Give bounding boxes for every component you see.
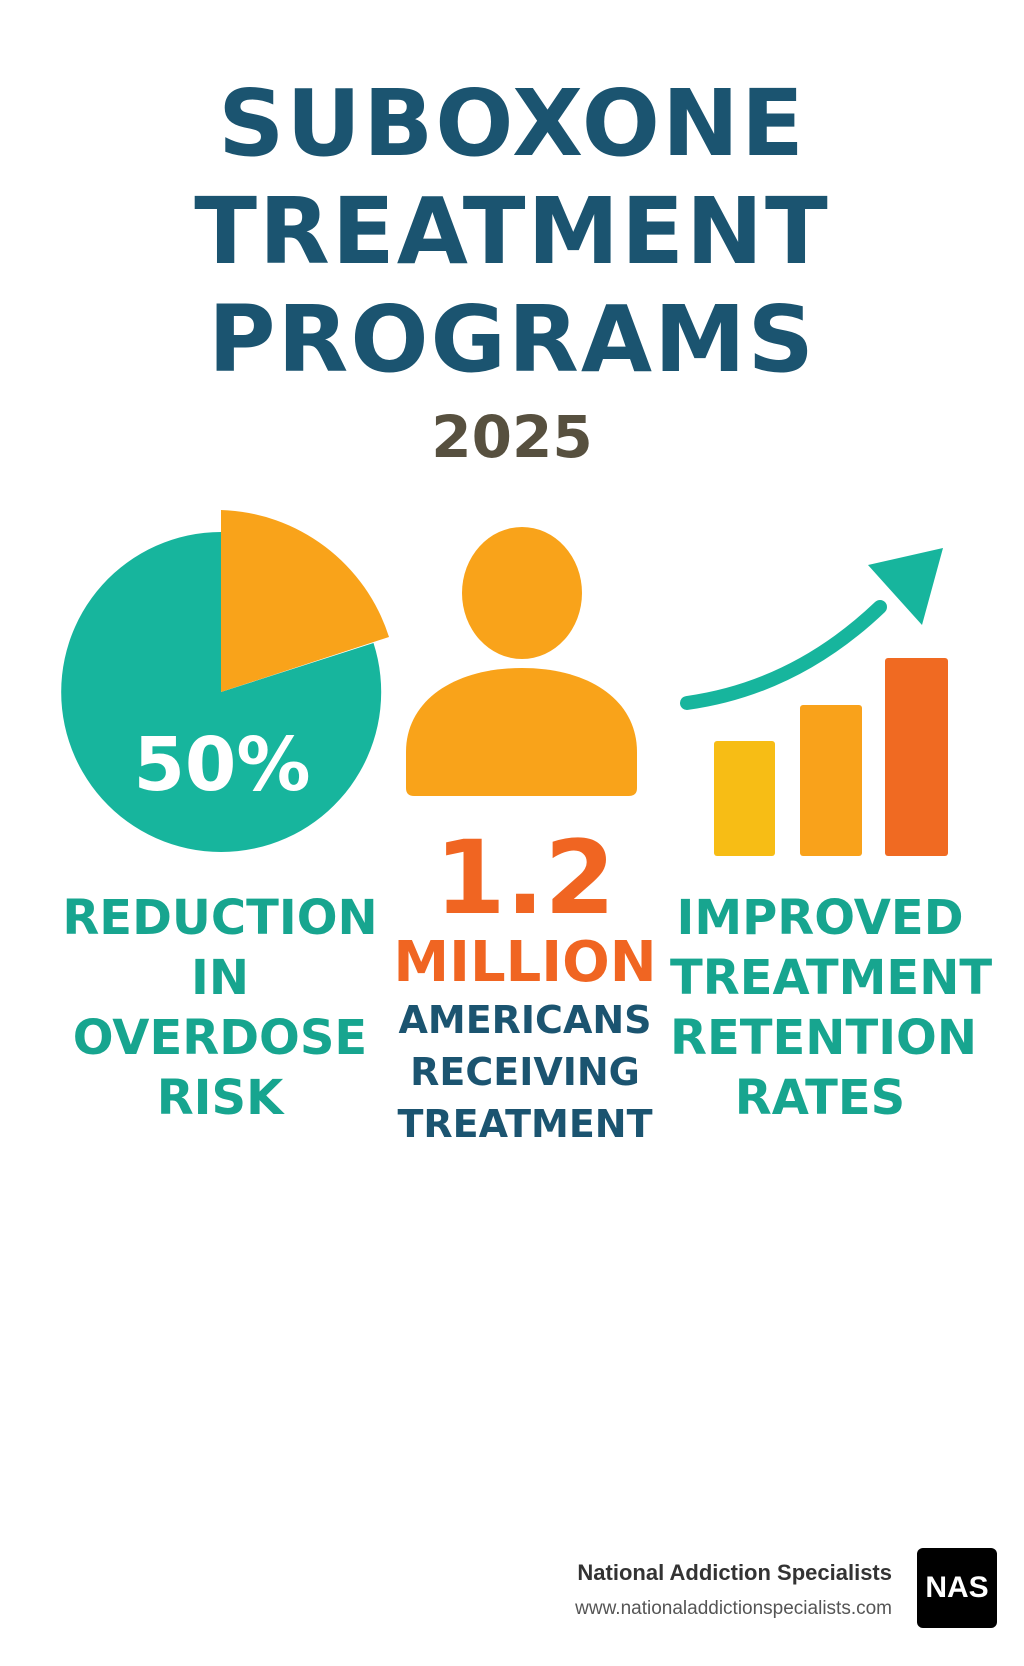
stat-1-label-line-3: RISK [156, 1070, 284, 1126]
stat-3-label-line-1: IMPROVED [676, 890, 964, 946]
stats-icons: 50% [61, 510, 948, 856]
year-label: 2025 [431, 403, 593, 471]
pie-value-label: 50% [133, 722, 310, 808]
title-line-2: TREATMENT [194, 178, 830, 285]
title-line-1: SUBOXONE [218, 70, 806, 177]
brand-url: www.nationaladdictionspecialists.com [575, 1598, 892, 1619]
stat-3-label-line-4: RATES [734, 1070, 906, 1126]
stat-1-label-line-2: IN OVERDOSE [72, 950, 368, 1066]
stat-2-label-line-1: AMERICANS [398, 998, 652, 1042]
bar-1 [714, 741, 775, 856]
stat-2-label-line-2: RECEIVING [410, 1050, 640, 1094]
brand-name: National Addiction Specialists [577, 1560, 892, 1585]
person-body [406, 668, 637, 796]
stat-overdose-reduction: REDUCTION IN OVERDOSE RISK [50, 888, 390, 1128]
bar-3 [885, 658, 948, 856]
stat-2-value: 1.2 [434, 819, 616, 938]
pie-highlight-slice [221, 510, 389, 692]
stat-3-label-line-2: TREATMENT [670, 950, 993, 1006]
page-title: SUBOXONE TREATMENT PROGRAMS [0, 70, 1024, 394]
bar-chart-up-arrow-icon [680, 548, 948, 856]
nas-logo: NAS [917, 1548, 997, 1628]
stat-2-unit: MILLION [393, 930, 657, 995]
stat-2-label-line-3: TREATMENT [397, 1102, 653, 1146]
pie-chart-icon: 50% [61, 510, 389, 852]
stat-retention-rates: IMPROVED TREATMENT RETENTION RATES [670, 888, 993, 1128]
person-icon [406, 527, 637, 796]
bar-2 [800, 705, 862, 856]
pie-main-slice [61, 532, 382, 852]
stat-1-label-line-1: REDUCTION [62, 890, 378, 946]
title-line-3: PROGRAMS [208, 286, 816, 393]
growth-arrow-line [680, 600, 887, 710]
stat-3-label-line-3: RETENTION [670, 1010, 978, 1066]
growth-arrow-head [868, 548, 943, 625]
stat-americans-treated: 1.2 MILLION AMERICANS RECEIVING TREATMEN… [390, 826, 660, 1150]
person-head [462, 527, 582, 659]
